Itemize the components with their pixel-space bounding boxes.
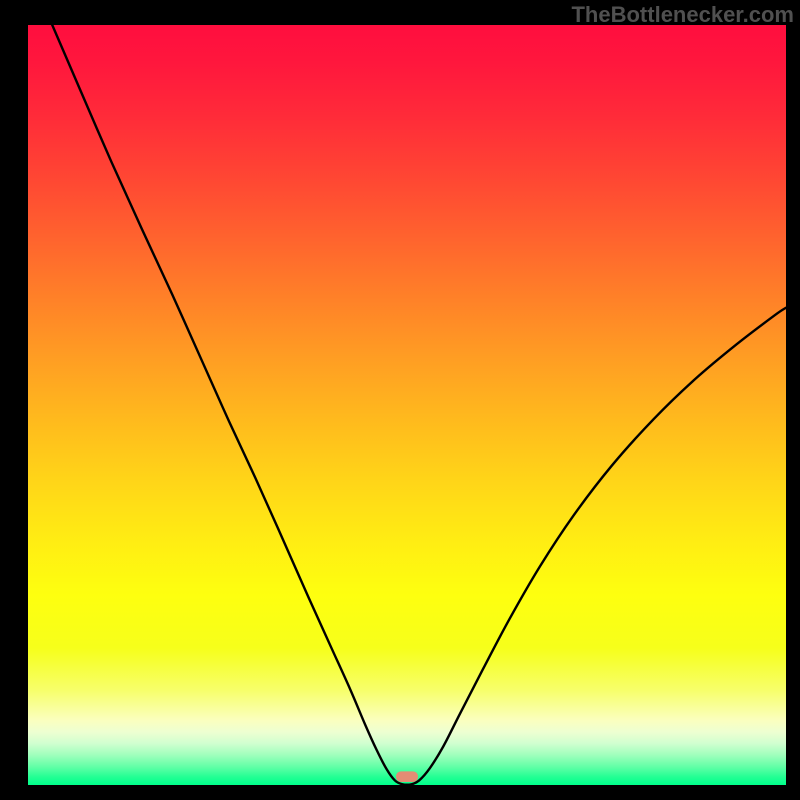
gradient-background [28, 25, 786, 785]
watermark: TheBottlenecker.com [571, 2, 794, 28]
plot-area [28, 25, 786, 785]
chart-container: TheBottlenecker.com [0, 0, 800, 800]
optimum-marker [396, 771, 418, 782]
